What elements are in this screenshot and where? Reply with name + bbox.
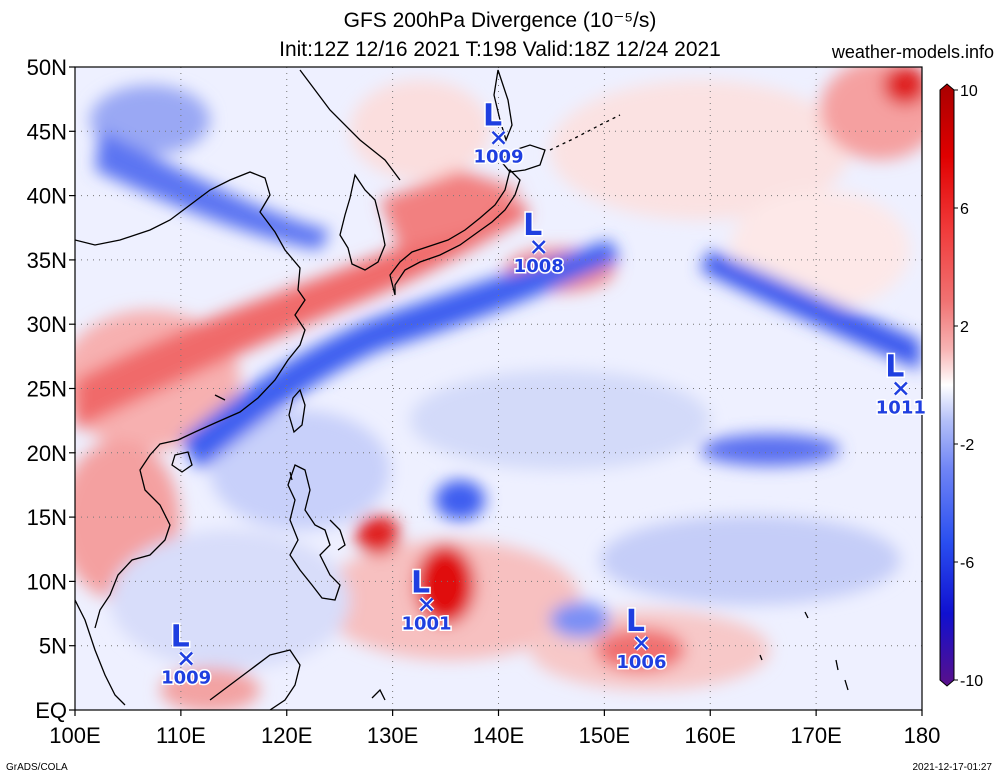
lat-tick-label: 20N xyxy=(27,441,67,466)
lat-tick-label: 30N xyxy=(27,312,67,337)
lon-tick-label: 150E xyxy=(579,723,630,748)
lon-tick-label: 100E xyxy=(49,723,100,748)
low-letter: L xyxy=(626,604,645,639)
lat-tick-label: 5N xyxy=(39,634,67,659)
lat-tick-label: 45N xyxy=(27,119,67,144)
lat-tick-label: 15N xyxy=(27,505,67,530)
lat-tick-label: 40N xyxy=(27,184,67,209)
footer-software: GrADS/COLA xyxy=(6,762,68,773)
low-marker: L 1006 xyxy=(615,603,668,675)
low-marker: L 1009 xyxy=(472,97,525,169)
lat-tick-label: 25N xyxy=(27,377,67,402)
coastlines xyxy=(75,69,849,710)
low-cross xyxy=(179,651,194,666)
low-pressure-markers: L 1009 L 1008 L 1011 L 1001 L 1006 L 1009 xyxy=(160,97,928,690)
lon-tick-label: 120E xyxy=(261,723,312,748)
low-letter: L xyxy=(483,99,502,134)
latitude-labels: 50N 45N 40N 35N 30N 25N 20N 15N 10N 5N EQ xyxy=(27,55,75,723)
colorbar-label: 6 xyxy=(960,201,969,218)
colorbar-label: 10 xyxy=(960,83,978,100)
lat-tick-label: EQ xyxy=(35,698,67,723)
low-cross xyxy=(419,597,434,612)
lat-tick-label: 50N xyxy=(27,55,67,80)
low-letter: L xyxy=(171,620,190,655)
divergence-field xyxy=(75,67,922,710)
lat-tick-label: 10N xyxy=(27,569,67,594)
low-pressure-value: 1006 xyxy=(616,652,666,673)
low-pressure-value: 1009 xyxy=(161,668,211,689)
lon-tick-label: 180 xyxy=(904,723,941,748)
low-pressure-value: 1001 xyxy=(401,614,451,635)
lon-tick-label: 110E xyxy=(156,723,206,748)
low-letter: L xyxy=(885,350,904,385)
low-marker: L 1001 xyxy=(400,564,453,636)
low-pressure-value: 1009 xyxy=(473,147,523,168)
lon-tick-label: 130E xyxy=(367,723,418,748)
low-cross xyxy=(491,130,506,145)
low-marker: L 1009 xyxy=(160,618,213,690)
low-letter: L xyxy=(411,566,430,601)
colorbar-label: 2 xyxy=(960,319,969,336)
low-cross xyxy=(893,381,908,396)
map-title: GFS 200hPa Divergence (10⁻⁵/s) xyxy=(343,9,657,32)
colorbar-label: -10 xyxy=(960,673,983,690)
low-pressure-value: 1011 xyxy=(876,398,926,419)
low-marker: L 1008 xyxy=(512,207,565,279)
colorbar-scale xyxy=(939,83,955,687)
footer-timestamp: 2021-12-17-01:27 xyxy=(912,762,992,773)
low-pressure-value: 1008 xyxy=(514,256,564,277)
low-cross xyxy=(634,636,649,651)
colorbar-label: -2 xyxy=(960,437,974,454)
longitude-labels: 100E 110E 120E 130E 140E 150E 160E 170E 180 xyxy=(49,710,940,748)
colorbar-label: -6 xyxy=(960,555,974,572)
low-cross xyxy=(531,240,546,254)
colorbar: 10 6 2 -2 -6 -10 xyxy=(939,83,983,690)
map-subtitle: Init:12Z 12/16 2021 T:198 Valid:18Z 12/2… xyxy=(279,38,721,61)
low-marker: L 1011 xyxy=(874,348,927,420)
lat-tick-label: 35N xyxy=(27,248,67,273)
lon-tick-label: 170E xyxy=(790,723,841,748)
brand-label: weather-models.info xyxy=(831,42,994,62)
lon-tick-label: 160E xyxy=(685,723,736,748)
low-letter: L xyxy=(523,208,542,243)
lon-tick-label: 140E xyxy=(473,723,524,748)
